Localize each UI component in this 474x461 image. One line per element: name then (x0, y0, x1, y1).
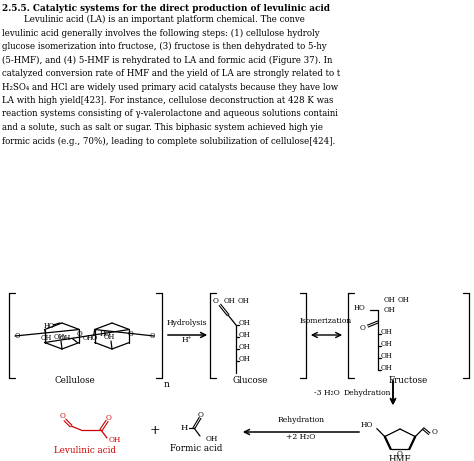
Text: Glucose: Glucose (232, 376, 268, 385)
Text: catalyzed conversion rate of HMF and the yield of LA are strongly related to t: catalyzed conversion rate of HMF and the… (2, 69, 340, 78)
Text: O: O (360, 324, 366, 332)
Text: H⁺: H⁺ (182, 336, 192, 344)
Text: OH: OH (60, 333, 71, 342)
Text: H₂SO₄ and HCl are widely used primary acid catalysts because they have low: H₂SO₄ and HCl are widely used primary ac… (2, 83, 338, 91)
Text: OH: OH (398, 296, 410, 304)
Text: O: O (149, 332, 155, 340)
Text: OH: OH (381, 364, 393, 372)
Text: Dehydration: Dehydration (344, 389, 392, 397)
Text: +2 H₂O: +2 H₂O (286, 433, 316, 441)
Text: (5-HMF), and (4) 5-HMF is rehydrated to LA and formic acid (Figure 37). In: (5-HMF), and (4) 5-HMF is rehydrated to … (2, 55, 332, 65)
Text: OH: OH (54, 333, 64, 341)
Text: Cellulose: Cellulose (55, 376, 95, 385)
Text: OH: OH (41, 333, 52, 342)
Text: n: n (164, 380, 170, 389)
Text: -3 H₂O: -3 H₂O (314, 389, 340, 397)
Text: OH: OH (381, 340, 393, 348)
Text: O: O (431, 428, 437, 436)
Text: HO: HO (361, 420, 373, 429)
Text: OH: OH (109, 436, 121, 444)
Text: OH: OH (238, 297, 250, 305)
Text: Isomerization: Isomerization (300, 317, 352, 325)
Text: O: O (60, 412, 66, 420)
Text: OH: OH (384, 306, 396, 314)
Text: O: O (14, 332, 20, 340)
Text: O: O (106, 414, 112, 422)
Text: O: O (198, 411, 204, 419)
Text: OH: OH (103, 333, 115, 341)
Text: +: + (150, 424, 160, 437)
Text: O: O (397, 450, 403, 458)
Text: Fructose: Fructose (388, 376, 428, 385)
Text: OH: OH (381, 352, 393, 360)
Text: HO: HO (87, 335, 98, 343)
Text: levulinic acid generally involves the following steps: (1) cellulose hydroly: levulinic acid generally involves the fo… (2, 29, 319, 38)
Text: O: O (82, 337, 88, 342)
Text: glucose isomerization into fructose, (3) fructose is then dehydrated to 5-hy: glucose isomerization into fructose, (3)… (2, 42, 327, 51)
Text: H: H (180, 424, 188, 432)
Text: OH: OH (384, 296, 396, 304)
Text: 2.5.5. Catalytic systems for the direct production of levulinic acid: 2.5.5. Catalytic systems for the direct … (2, 4, 330, 13)
Text: OH: OH (224, 297, 236, 305)
Text: LA with high yield[423]. For instance, cellulose deconstruction at 428 K was: LA with high yield[423]. For instance, c… (2, 96, 334, 105)
Text: HO: HO (100, 331, 111, 338)
Text: OH: OH (239, 355, 251, 363)
Text: OH: OH (239, 331, 251, 339)
Text: Levulinic acid: Levulinic acid (54, 446, 116, 455)
Text: Formic acid: Formic acid (170, 444, 222, 453)
Text: Levulinic acid (LA) is an important platform chemical. The conve: Levulinic acid (LA) is an important plat… (2, 15, 305, 24)
Text: HMF: HMF (389, 455, 411, 461)
Text: and a solute, such as salt or sugar. This biphasic system achieved high yie: and a solute, such as salt or sugar. Thi… (2, 123, 323, 132)
Text: Hydrolysis: Hydrolysis (167, 319, 207, 327)
Text: Rehydration: Rehydration (277, 416, 325, 424)
Text: O: O (76, 330, 82, 338)
Text: OH: OH (239, 319, 251, 327)
Text: HO: HO (354, 304, 366, 312)
Text: O: O (128, 330, 133, 338)
Text: HO: HO (44, 322, 55, 330)
Text: reaction systems consisting of γ-valerolactone and aqueous solutions containi: reaction systems consisting of γ-valerol… (2, 110, 338, 118)
Text: OH: OH (381, 328, 393, 336)
Text: formic acids (e.g., 70%), leading to complete solubilization of cellulose[424].: formic acids (e.g., 70%), leading to com… (2, 136, 335, 146)
Text: OH: OH (206, 435, 219, 443)
Text: O: O (213, 297, 219, 305)
Text: OH: OH (239, 343, 251, 351)
